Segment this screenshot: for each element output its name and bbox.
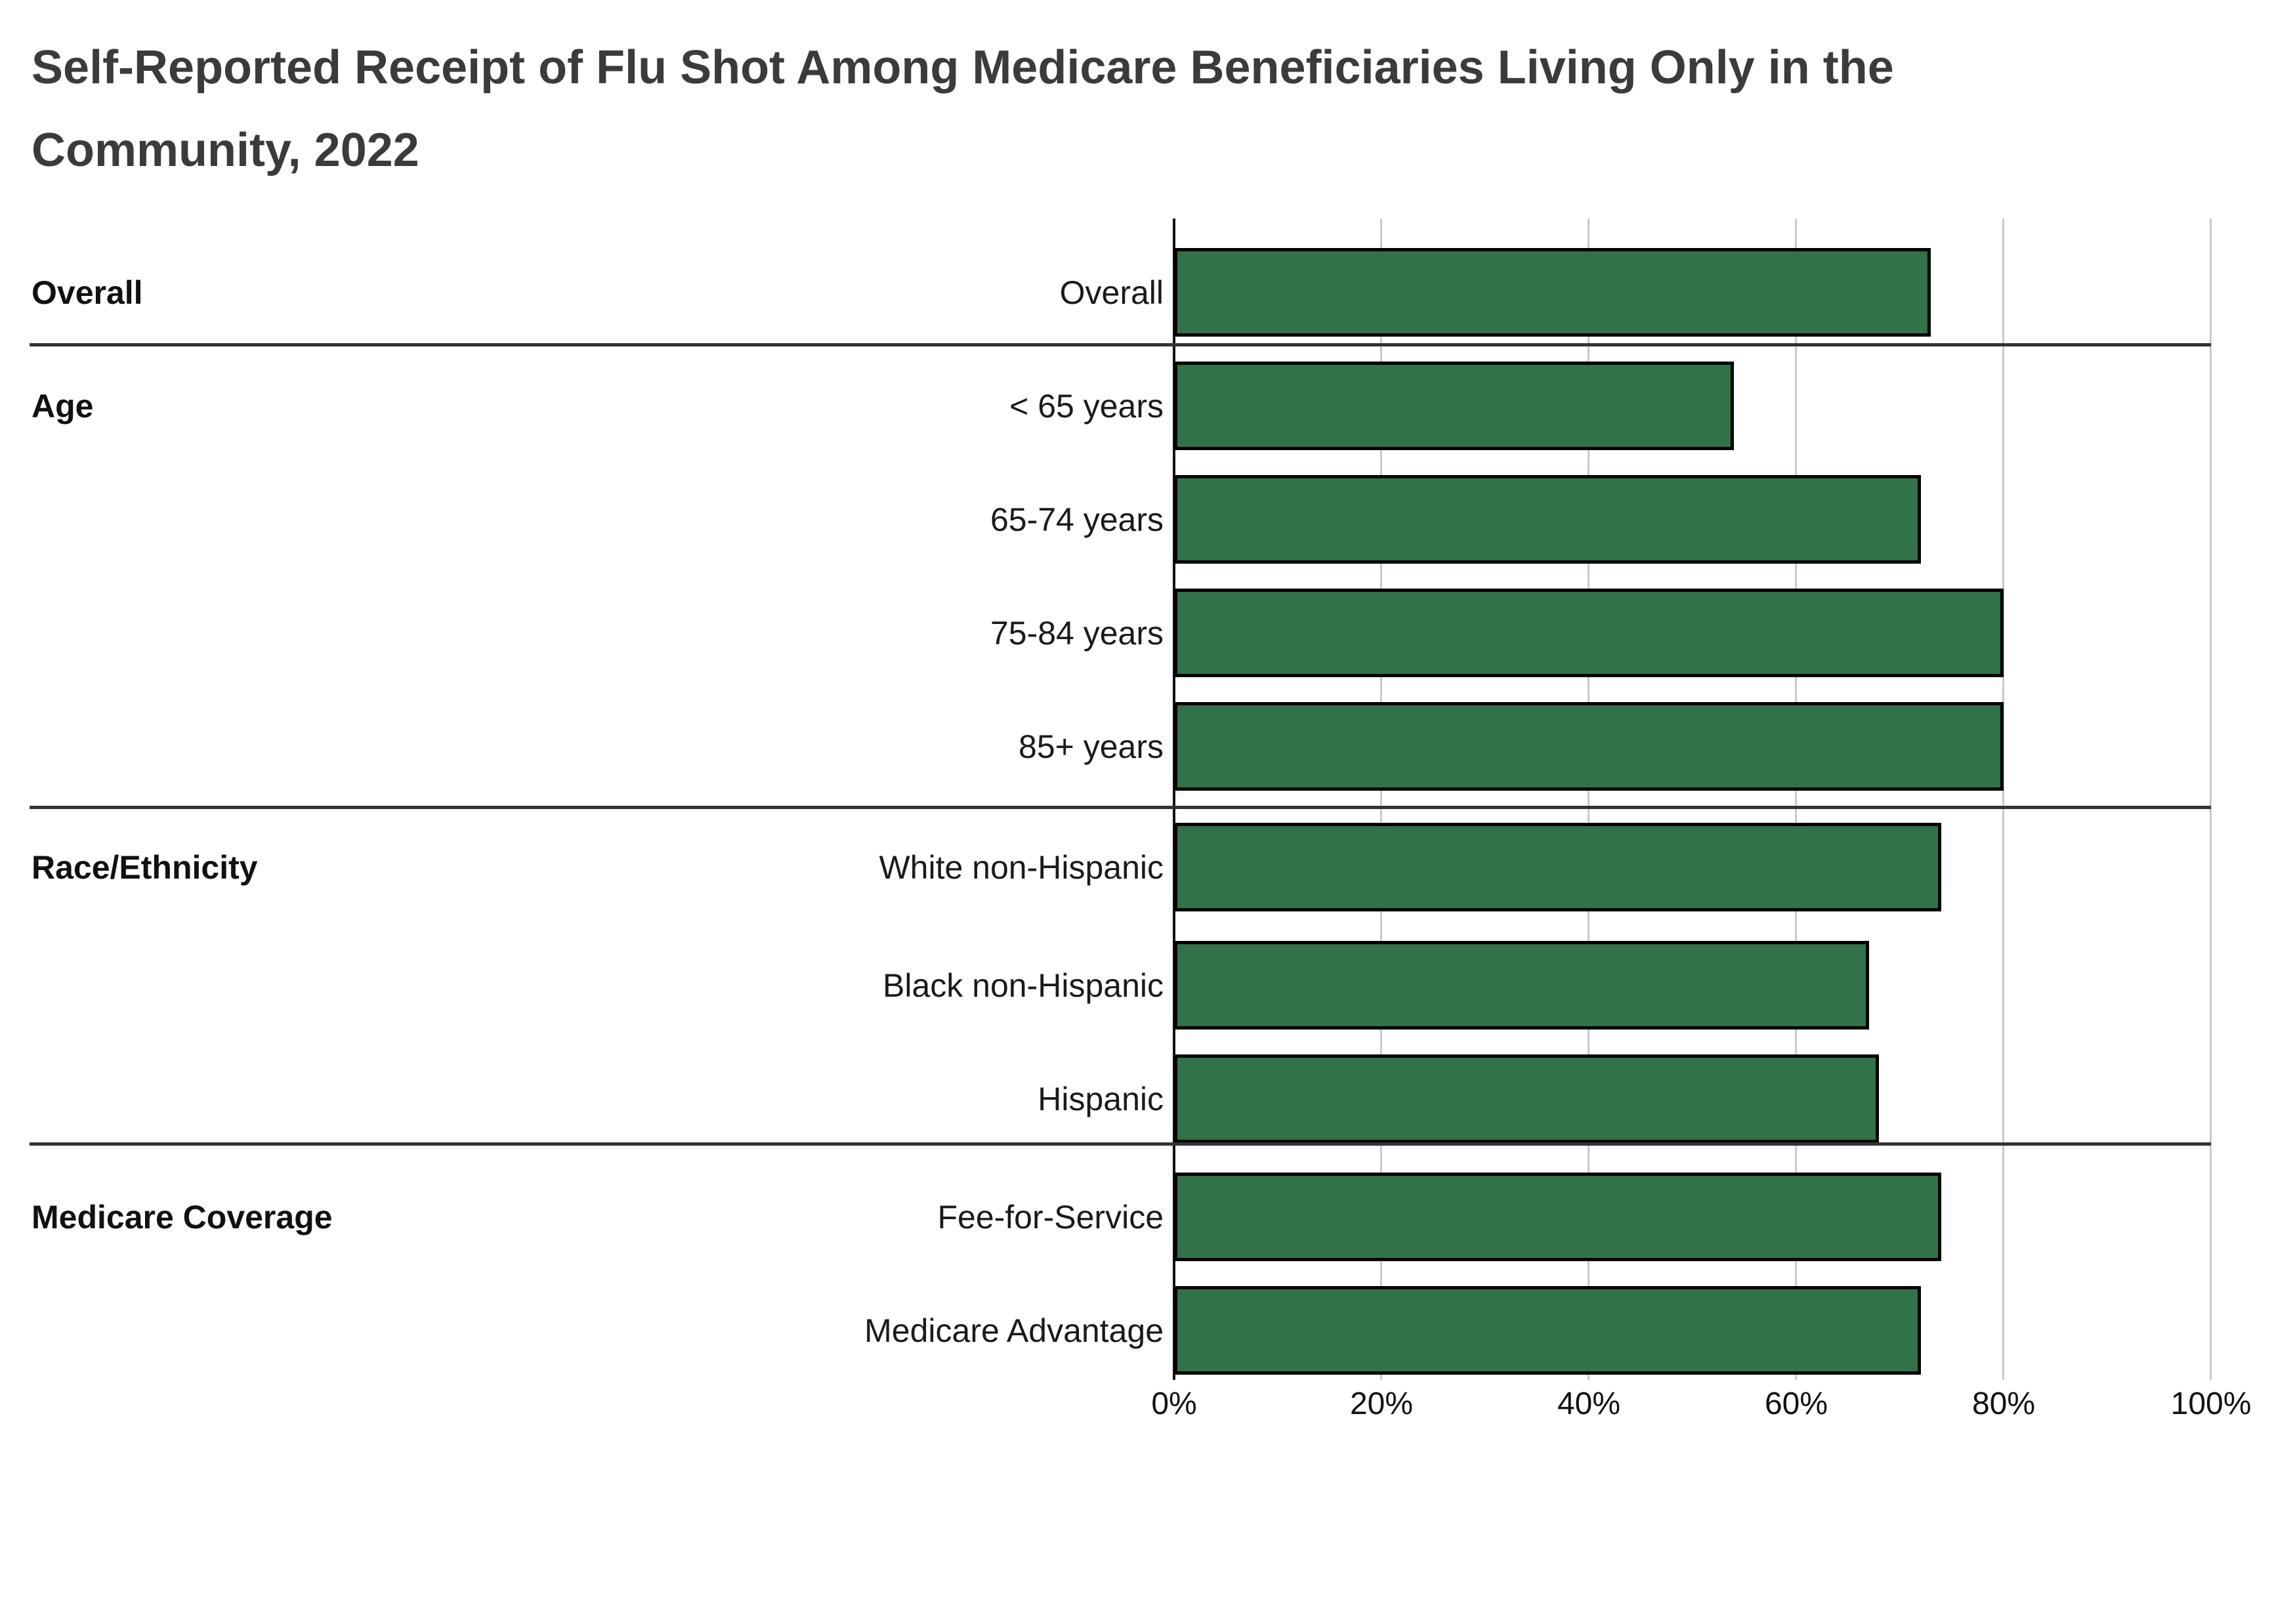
gridline-60 — [1795, 219, 1797, 1380]
bar-hispanic — [1174, 1054, 1879, 1143]
bar-label-black-non-hispanic: Black non-Hispanic — [883, 967, 1164, 1004]
bar-label-overall: Overall — [1059, 274, 1164, 311]
bar-label-fee-for-service: Fee-for-Service — [937, 1198, 1164, 1236]
bar-label-medicare-advantage: Medicare Advantage — [864, 1312, 1164, 1349]
bar-65-years — [1174, 362, 1734, 450]
x-axis-tick-label-60: 60% — [1764, 1386, 1828, 1421]
chart-title: Self-Reported Receipt of Flu Shot Among … — [32, 26, 1894, 192]
bar-label-65-years: < 65 years — [1009, 387, 1164, 425]
bar-black-non-hispanic — [1174, 941, 1869, 1030]
x-axis-tick-label-20: 20% — [1349, 1386, 1414, 1421]
group-label-medicare-coverage: Medicare Coverage — [32, 1198, 333, 1236]
y-axis-line — [1173, 219, 1175, 1380]
x-axis-tick-label-40: 40% — [1557, 1386, 1621, 1421]
bar-label-hispanic: Hispanic — [1038, 1080, 1164, 1117]
bar-85-years — [1174, 702, 2004, 791]
bar-overall — [1174, 248, 1931, 337]
gridline-100 — [2210, 219, 2212, 1380]
gridline-20 — [1380, 219, 1382, 1380]
bar-75-84-years — [1174, 589, 2004, 677]
group-label-race-ethnicity: Race/Ethnicity — [32, 848, 258, 886]
group-divider-1 — [30, 343, 2211, 346]
bar-fee-for-service — [1174, 1173, 1941, 1261]
bar-65-74-years — [1174, 475, 1921, 564]
gridline-40 — [1588, 219, 1590, 1380]
bar-label-65-74-years: 65-74 years — [990, 501, 1164, 538]
chart-title-line-2: Community, 2022 — [32, 124, 419, 177]
bar-label-85-years: 85+ years — [1019, 728, 1164, 765]
bar-medicare-advantage — [1174, 1286, 1921, 1375]
x-axis-tick-label-80: 80% — [1971, 1386, 2036, 1421]
group-label-age: Age — [32, 387, 94, 425]
bar-label-75-84-years: 75-84 years — [990, 614, 1164, 652]
bar-white-non-hispanic — [1174, 823, 1941, 911]
group-divider-2 — [30, 806, 2211, 809]
x-axis-tick-label-100: 100% — [2170, 1386, 2252, 1421]
group-label-overall: Overall — [32, 274, 143, 311]
chart-title-line-1: Self-Reported Receipt of Flu Shot Among … — [32, 41, 1894, 94]
gridline-80 — [2002, 219, 2004, 1380]
x-axis-tick-label-0: 0% — [1151, 1386, 1197, 1421]
group-divider-3 — [30, 1142, 2211, 1146]
bar-label-white-non-hispanic: White non-Hispanic — [879, 848, 1164, 886]
